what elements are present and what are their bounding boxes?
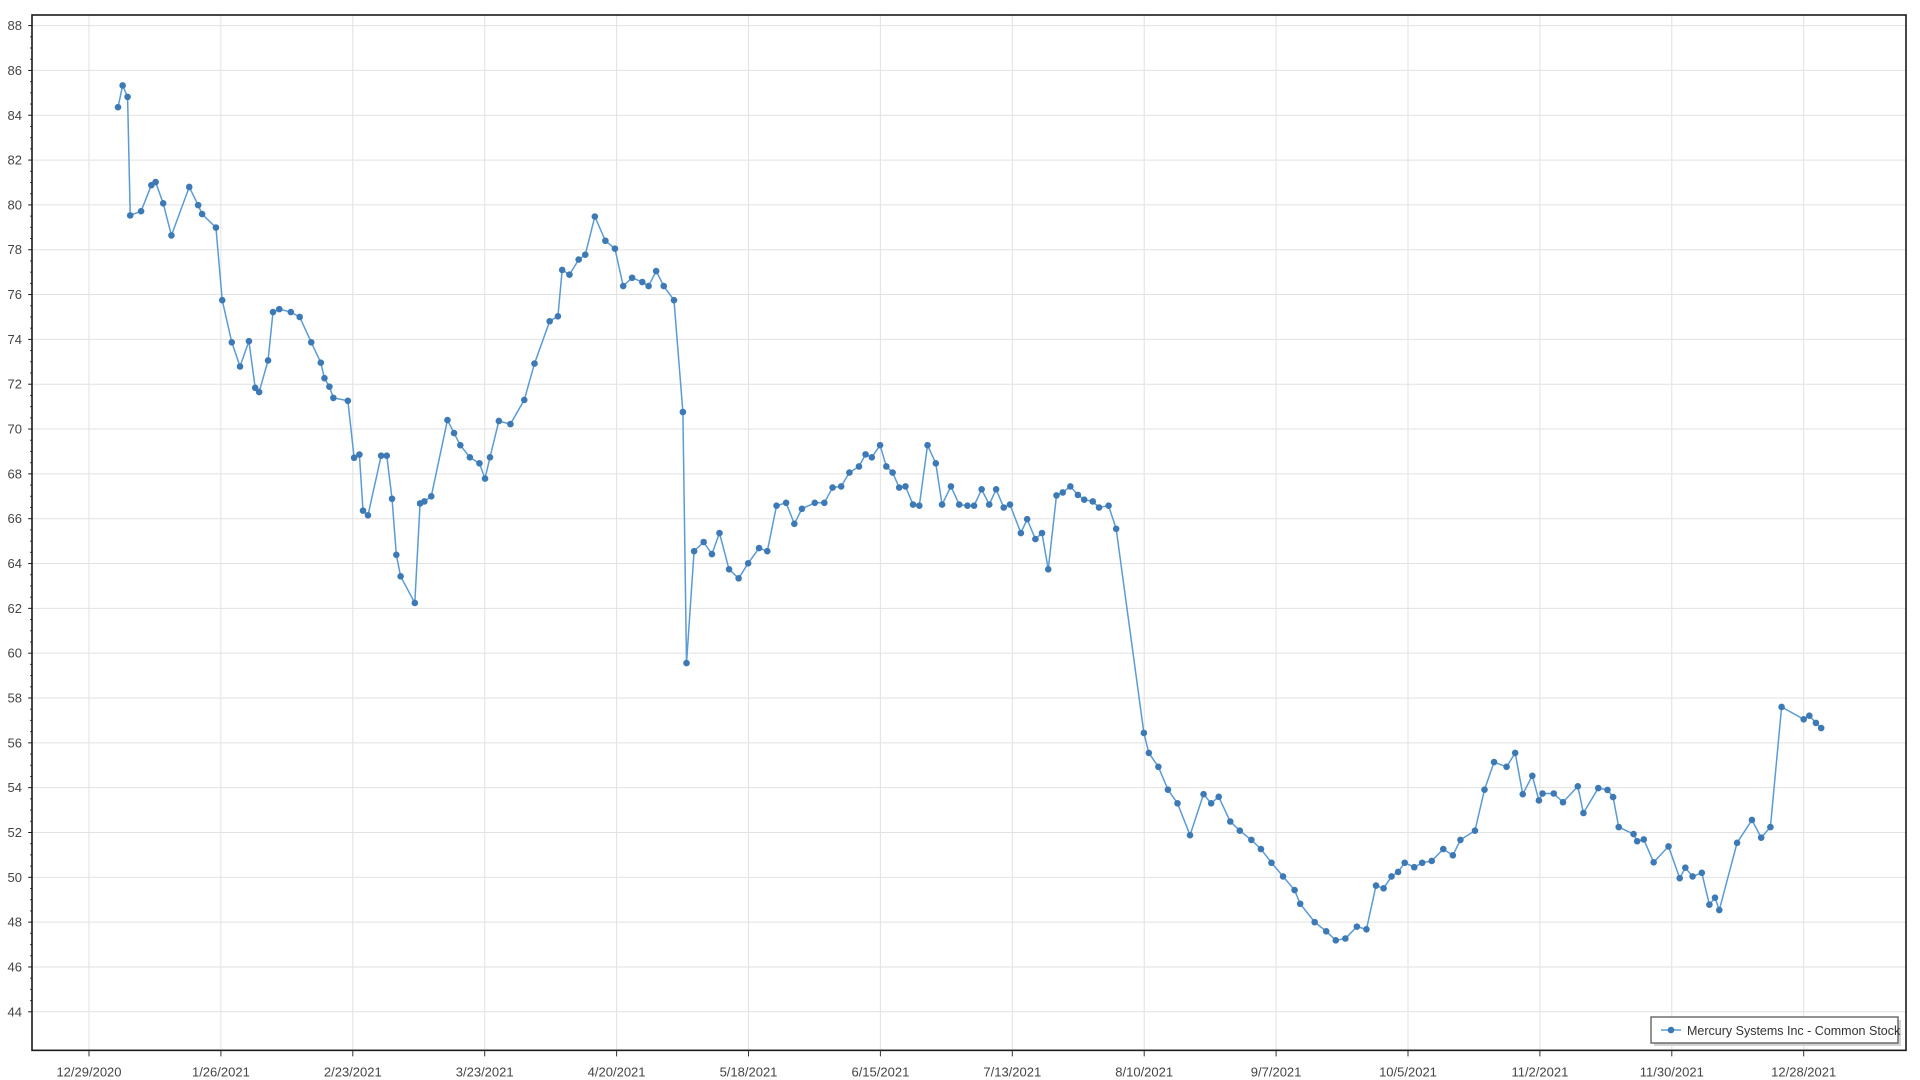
svg-text:6/15/2021: 6/15/2021: [851, 1064, 909, 1079]
svg-text:64: 64: [8, 556, 22, 571]
svg-text:84: 84: [8, 108, 22, 123]
svg-text:11/30/2021: 11/30/2021: [1640, 1064, 1704, 1079]
svg-text:11/2/2021: 11/2/2021: [1511, 1064, 1568, 1079]
svg-text:8/10/2021: 8/10/2021: [1115, 1064, 1173, 1079]
svg-text:62: 62: [8, 601, 22, 616]
svg-text:80: 80: [8, 197, 22, 212]
svg-text:46: 46: [8, 959, 22, 974]
svg-text:44: 44: [8, 1004, 22, 1019]
svg-text:1/26/2021: 1/26/2021: [192, 1064, 250, 1079]
svg-text:48: 48: [8, 915, 22, 930]
svg-text:60: 60: [8, 646, 22, 661]
svg-text:66: 66: [8, 511, 22, 526]
svg-text:74: 74: [8, 332, 22, 347]
svg-text:Mercury Systems Inc - Common S: Mercury Systems Inc - Common Stock: [1687, 1024, 1901, 1038]
svg-text:58: 58: [8, 691, 22, 706]
svg-text:4/20/2021: 4/20/2021: [588, 1064, 646, 1079]
svg-text:76: 76: [8, 287, 22, 302]
svg-text:72: 72: [8, 377, 22, 392]
svg-text:2/23/2021: 2/23/2021: [324, 1064, 382, 1079]
svg-text:12/29/2020: 12/29/2020: [56, 1064, 121, 1079]
svg-text:50: 50: [8, 870, 22, 885]
svg-text:56: 56: [8, 735, 22, 750]
svg-text:7/13/2021: 7/13/2021: [983, 1064, 1041, 1079]
svg-text:54: 54: [8, 780, 22, 795]
svg-text:52: 52: [8, 825, 22, 840]
svg-text:78: 78: [8, 242, 22, 257]
svg-text:68: 68: [8, 466, 22, 481]
svg-text:86: 86: [8, 63, 22, 78]
svg-text:88: 88: [8, 18, 22, 33]
svg-text:12/28/2021: 12/28/2021: [1771, 1064, 1836, 1079]
svg-text:3/23/2021: 3/23/2021: [456, 1064, 514, 1079]
svg-text:9/7/2021: 9/7/2021: [1251, 1064, 1302, 1079]
svg-text:70: 70: [8, 422, 22, 437]
svg-text:10/5/2021: 10/5/2021: [1379, 1064, 1437, 1079]
svg-text:82: 82: [8, 153, 22, 168]
svg-text:5/18/2021: 5/18/2021: [720, 1064, 778, 1079]
